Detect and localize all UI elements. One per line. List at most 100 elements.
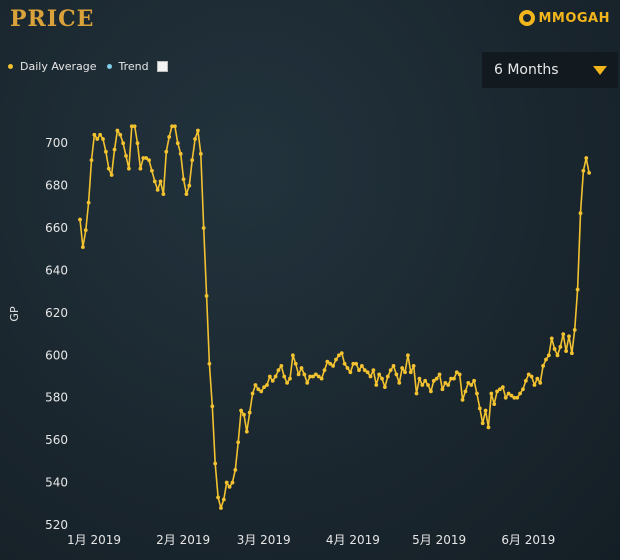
data-point[interactable]: [118, 132, 123, 137]
data-point[interactable]: [397, 380, 402, 385]
data-point[interactable]: [236, 440, 241, 445]
data-point[interactable]: [394, 372, 399, 377]
data-point[interactable]: [230, 480, 235, 485]
data-point[interactable]: [480, 421, 485, 426]
data-point[interactable]: [564, 349, 569, 353]
data-point[interactable]: [529, 374, 534, 379]
data-point[interactable]: [437, 372, 442, 377]
data-point[interactable]: [216, 495, 220, 500]
data-point[interactable]: [342, 361, 347, 366]
data-point[interactable]: [331, 364, 336, 368]
data-point[interactable]: [371, 368, 376, 373]
data-point[interactable]: [92, 132, 97, 137]
data-point[interactable]: [101, 137, 105, 141]
data-point[interactable]: [155, 187, 160, 192]
data-point[interactable]: [500, 385, 505, 390]
data-point[interactable]: [276, 368, 281, 373]
data-point[interactable]: [587, 171, 592, 175]
data-point[interactable]: [221, 497, 226, 502]
data-point[interactable]: [138, 166, 143, 171]
data-point[interactable]: [288, 376, 292, 381]
data-point[interactable]: [164, 149, 169, 154]
data-point[interactable]: [541, 364, 546, 368]
data-point[interactable]: [475, 391, 479, 396]
data-point[interactable]: [247, 410, 252, 415]
data-point[interactable]: [518, 391, 522, 396]
data-point[interactable]: [477, 406, 482, 411]
data-point[interactable]: [167, 134, 172, 139]
data-point[interactable]: [106, 166, 111, 171]
data-point[interactable]: [538, 380, 543, 385]
data-point[interactable]: [469, 383, 474, 387]
data-point[interactable]: [408, 370, 413, 375]
data-point[interactable]: [498, 387, 502, 392]
data-point[interactable]: [555, 353, 560, 358]
data-point[interactable]: [296, 372, 301, 377]
data-point[interactable]: [495, 389, 499, 394]
data-point[interactable]: [161, 192, 166, 197]
data-point[interactable]: [233, 467, 238, 472]
data-point[interactable]: [239, 408, 243, 413]
data-point[interactable]: [584, 156, 589, 160]
data-point[interactable]: [308, 374, 313, 379]
data-point[interactable]: [316, 374, 321, 379]
data-point[interactable]: [575, 287, 580, 292]
data-point[interactable]: [581, 168, 586, 173]
data-point[interactable]: [523, 378, 528, 383]
data-point[interactable]: [178, 151, 183, 156]
data-point[interactable]: [374, 383, 379, 387]
data-point[interactable]: [362, 368, 367, 373]
data-point[interactable]: [403, 370, 407, 375]
data-point[interactable]: [270, 378, 275, 383]
data-point[interactable]: [80, 245, 85, 250]
data-point[interactable]: [112, 147, 117, 152]
data-point[interactable]: [244, 429, 249, 434]
data-point[interactable]: [486, 425, 491, 430]
data-point[interactable]: [492, 402, 497, 406]
brand-logo[interactable]: MMOGAH: [519, 8, 610, 28]
data-point[interactable]: [336, 353, 341, 358]
data-point[interactable]: [109, 173, 114, 177]
data-point[interactable]: [466, 380, 471, 385]
data-point[interactable]: [423, 378, 428, 383]
data-point[interactable]: [184, 192, 189, 197]
data-point[interactable]: [377, 372, 382, 377]
data-point[interactable]: [319, 376, 324, 381]
data-point[interactable]: [224, 480, 229, 485]
data-point[interactable]: [144, 156, 149, 160]
data-point[interactable]: [311, 374, 315, 379]
data-point[interactable]: [262, 385, 266, 390]
data-point[interactable]: [193, 137, 197, 141]
data-point[interactable]: [417, 376, 422, 381]
data-point[interactable]: [400, 366, 405, 370]
data-point[interactable]: [152, 179, 157, 184]
data-point[interactable]: [242, 412, 246, 417]
data-point[interactable]: [578, 211, 583, 216]
data-point[interactable]: [173, 124, 177, 129]
data-point[interactable]: [227, 484, 232, 489]
data-point[interactable]: [170, 124, 174, 129]
data-point[interactable]: [132, 124, 137, 129]
data-point[interactable]: [411, 364, 416, 368]
data-point[interactable]: [449, 376, 453, 381]
data-point[interactable]: [357, 368, 361, 373]
data-point[interactable]: [440, 387, 445, 392]
data-point[interactable]: [385, 374, 390, 379]
data-point[interactable]: [414, 391, 419, 396]
data-point[interactable]: [213, 461, 218, 466]
data-point[interactable]: [285, 380, 290, 385]
data-point[interactable]: [561, 332, 566, 337]
data-point[interactable]: [201, 226, 206, 230]
data-point[interactable]: [460, 397, 465, 402]
data-point[interactable]: [267, 374, 272, 379]
data-point[interactable]: [78, 217, 82, 222]
data-point[interactable]: [135, 141, 140, 146]
data-point[interactable]: [129, 124, 134, 129]
data-point[interactable]: [141, 156, 146, 160]
data-point[interactable]: [506, 391, 511, 396]
data-point[interactable]: [552, 347, 557, 351]
data-point[interactable]: [265, 383, 269, 387]
data-point[interactable]: [532, 383, 537, 387]
data-point[interactable]: [515, 395, 520, 400]
data-point[interactable]: [204, 294, 209, 298]
